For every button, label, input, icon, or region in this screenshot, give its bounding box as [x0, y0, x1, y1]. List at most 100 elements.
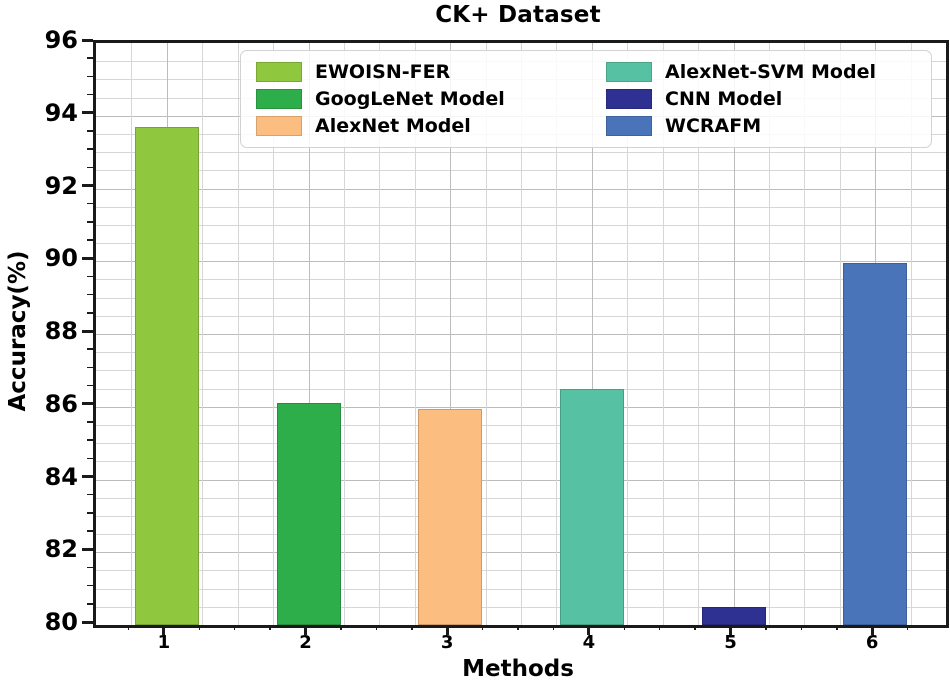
x-minor-tick — [233, 625, 236, 630]
y-minor-tick — [87, 384, 93, 387]
x-minor-tick — [765, 625, 767, 630]
y-minor-tick — [87, 75, 93, 78]
x-major-tick — [729, 625, 732, 635]
bar-1-ewoisn-fer — [134, 126, 199, 625]
x-minor-tick — [694, 625, 696, 630]
chart-title: CK+ Dataset — [435, 2, 601, 28]
x-minor-tick — [800, 625, 803, 630]
x-grid-minor — [379, 43, 381, 625]
legend-swatch — [256, 88, 302, 109]
y-major-tick — [82, 402, 93, 406]
legend-label: WCRAFM — [665, 115, 762, 138]
legend-item-alexnet-svm-model: AlexNet-SVM Model — [606, 61, 921, 83]
y-major-tick — [82, 111, 93, 115]
x-tick-label: 1 — [157, 632, 171, 653]
y-tick-label: 88 — [44, 317, 78, 345]
y-minor-tick — [87, 148, 93, 150]
x-grid-minor — [839, 43, 841, 625]
x-grid-minor — [804, 43, 806, 625]
y-tick-label: 86 — [44, 389, 78, 418]
x-major-tick — [870, 625, 874, 635]
y-minor-tick — [87, 530, 93, 532]
y-major-tick — [82, 475, 93, 478]
bar-5-cnn-model — [701, 606, 766, 625]
legend-label: CNN Model — [665, 87, 783, 110]
y-minor-tick — [87, 566, 93, 569]
x-minor-tick — [269, 625, 271, 630]
y-tick-label: 90 — [44, 244, 78, 273]
x-minor-tick — [906, 625, 909, 630]
x-minor-tick — [340, 625, 342, 630]
x-minor-tick — [836, 625, 838, 630]
y-major-tick — [82, 547, 93, 551]
x-tick-label: 6 — [865, 632, 879, 653]
x-minor-tick — [552, 625, 555, 630]
x-minor-tick — [411, 625, 413, 630]
y-minor-tick — [87, 421, 93, 423]
y-tick-label: 94 — [44, 98, 78, 127]
legend-item-alexnet-model: AlexNet Model — [256, 115, 606, 137]
bar-2-googlenet-model — [276, 403, 341, 625]
legend-label: EWOISN-FER — [315, 60, 451, 83]
y-minor-tick — [87, 312, 93, 314]
x-grid-major — [591, 43, 593, 625]
y-minor-tick — [87, 493, 93, 496]
legend-swatch — [256, 116, 302, 137]
x-grid-minor — [343, 43, 345, 625]
legend-label: GoogLeNet Model — [315, 87, 505, 110]
y-minor-tick — [87, 457, 93, 460]
x-major-tick — [304, 625, 307, 635]
y-major-tick — [82, 256, 93, 260]
y-minor-tick — [87, 239, 93, 241]
legend-item-googlenet-model: GoogLeNet Model — [256, 88, 606, 110]
y-major-tick — [82, 620, 93, 624]
y-tick-label: 84 — [44, 462, 78, 491]
y-major-tick — [82, 38, 93, 42]
y-minor-tick — [87, 512, 93, 514]
x-grid-minor — [237, 43, 239, 625]
y-minor-tick — [87, 348, 93, 350]
x-grid-major — [308, 43, 310, 625]
x-minor-tick — [517, 625, 519, 630]
legend-swatch — [256, 61, 302, 82]
x-grid-minor — [698, 43, 700, 625]
y-tick-label: 82 — [44, 535, 78, 564]
x-major-tick — [445, 625, 449, 635]
legend-label: AlexNet-SVM Model — [665, 60, 876, 83]
x-minor-tick — [127, 625, 130, 630]
y-minor-tick — [87, 130, 93, 132]
x-grid-minor — [627, 43, 629, 625]
x-grid-minor — [131, 43, 133, 625]
y-tick-label: 92 — [44, 171, 78, 200]
legend-item-ewoisn-fer: EWOISN-FER — [256, 61, 606, 83]
x-grid-minor — [556, 43, 558, 625]
y-minor-tick — [87, 439, 93, 441]
x-minor-tick — [375, 625, 378, 630]
x-grid-minor — [414, 43, 416, 625]
y-tick-label: 80 — [44, 608, 78, 636]
legend-item-cnn-model: CNN Model — [606, 88, 921, 110]
x-minor-tick — [198, 625, 200, 630]
x-grid-minor — [202, 43, 204, 625]
x-major-tick — [162, 625, 166, 635]
legend-label: AlexNet Model — [315, 115, 471, 138]
x-tick-label: 5 — [724, 632, 737, 653]
y-minor-tick — [87, 293, 93, 296]
legend: EWOISN-FER GoogLeNet Model AlexNet Model Al… — [240, 50, 932, 148]
legend-item-wcrafm: WCRAFM — [606, 115, 921, 137]
x-minor-tick — [481, 625, 484, 630]
bar-4-alexnet-svm-model — [559, 388, 624, 625]
x-grid-minor — [485, 43, 487, 625]
y-minor-tick — [87, 584, 93, 587]
y-minor-tick — [87, 275, 93, 278]
x-tick-label: 2 — [299, 632, 312, 653]
legend-swatch — [606, 61, 652, 82]
x-grid-minor — [273, 43, 275, 625]
bar-6-wcrafm — [843, 263, 908, 625]
x-tick-label: 3 — [440, 632, 454, 653]
x-grid-major — [450, 43, 452, 625]
y-minor-tick — [87, 603, 93, 605]
legend-swatch — [606, 116, 652, 137]
legend-swatch — [606, 88, 652, 109]
